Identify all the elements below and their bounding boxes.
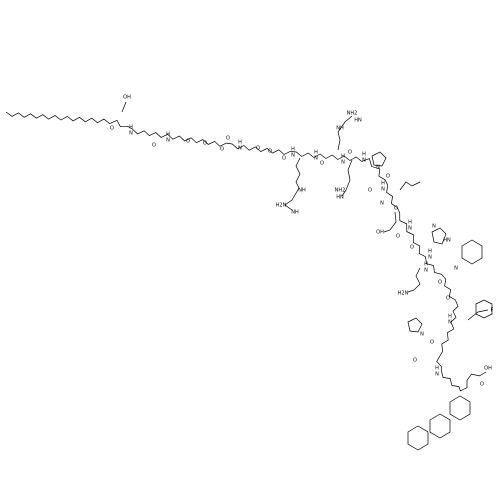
atom-label: NH [336, 126, 344, 132]
atom-label: N [362, 158, 366, 164]
atom-label: N [238, 146, 242, 152]
atom-label: OH [484, 366, 492, 372]
side-chain [341, 159, 353, 197]
atom-label: H [238, 140, 242, 146]
atom-label: N [376, 165, 380, 171]
ring [429, 413, 451, 439]
atom-label: H [314, 150, 318, 156]
atom-label: F [491, 308, 494, 314]
atom-label: N [448, 320, 452, 326]
side-chain [467, 309, 489, 321]
ring [407, 317, 423, 333]
atom-label: H [129, 125, 133, 131]
side-chain [383, 211, 397, 233]
atom-label: NH [298, 188, 306, 194]
atom-label: O [348, 150, 352, 156]
atom-label: O [446, 296, 450, 302]
atom-label: O [226, 136, 230, 142]
atom-label: H [381, 181, 385, 187]
side-chain [284, 157, 301, 211]
bonds [5, 101, 493, 451]
atom-label: N [291, 153, 295, 159]
atom-label: N [314, 156, 318, 162]
atom-label: N [424, 268, 428, 274]
atom-label: HN [354, 118, 362, 124]
atom-label: H [428, 249, 432, 255]
side-chain [407, 267, 421, 293]
atom-label: O [413, 358, 417, 364]
atom-label: O [396, 234, 400, 240]
atom-label: H2N [276, 203, 287, 209]
atom-label: O [438, 280, 442, 286]
side-chain [399, 181, 421, 191]
atom-label: HN [336, 195, 344, 201]
atom-label: O [220, 147, 224, 153]
atom-label: O [394, 206, 398, 212]
atom-label: N [381, 187, 385, 193]
atom-label: O [203, 141, 207, 147]
atom-label: H [291, 147, 295, 153]
atom-label: N [435, 372, 439, 378]
atom-label: H [408, 220, 412, 226]
atom-label: H [448, 314, 452, 320]
atom-label: O [186, 139, 190, 145]
atom-label: N [341, 160, 345, 166]
atom-label: N [166, 138, 170, 144]
atom-label: N [428, 255, 432, 261]
atom-label: NH [291, 210, 299, 216]
ring [431, 227, 447, 245]
backbone [5, 111, 487, 392]
atom-label: O [386, 174, 390, 180]
atom-label: O [368, 188, 372, 194]
atom-label: O [320, 161, 324, 167]
ring [461, 239, 483, 265]
ring [371, 151, 387, 167]
side-chain [121, 101, 127, 113]
atom-label: O [268, 149, 272, 155]
atom-label: N [380, 201, 384, 207]
atom-label: N [408, 226, 412, 232]
atom-label: H [424, 262, 428, 268]
atom-label: N [129, 131, 133, 137]
atom-label: O [410, 245, 414, 251]
atom-label: N [432, 224, 436, 230]
atom-label: N [420, 332, 424, 338]
atom-label: O [256, 146, 260, 152]
atom-label: O [110, 126, 114, 132]
side-chain [337, 115, 353, 151]
atom-label: H [435, 366, 439, 372]
atom-labels: OH O H N O H N O O O O H N O O O H N NH … [110, 95, 494, 388]
ring [449, 395, 471, 421]
atom-label: NH2 [347, 111, 358, 117]
atom-label: O [430, 340, 434, 346]
atom-label: H [341, 154, 345, 160]
atom-label: N [454, 266, 458, 272]
ring [407, 425, 429, 451]
atom-label: O [152, 143, 156, 149]
atom-label: NH2 [335, 188, 346, 194]
atom-label: H [166, 132, 170, 138]
atom-label: O [480, 382, 484, 388]
atom-label: OH [123, 95, 131, 101]
atom-label: H2N [398, 291, 409, 297]
atom-label: O [282, 156, 286, 162]
atom-label: H [362, 152, 366, 158]
atom-label: OH [376, 230, 384, 236]
atom-label: HN [443, 238, 451, 244]
ring [475, 299, 493, 319]
